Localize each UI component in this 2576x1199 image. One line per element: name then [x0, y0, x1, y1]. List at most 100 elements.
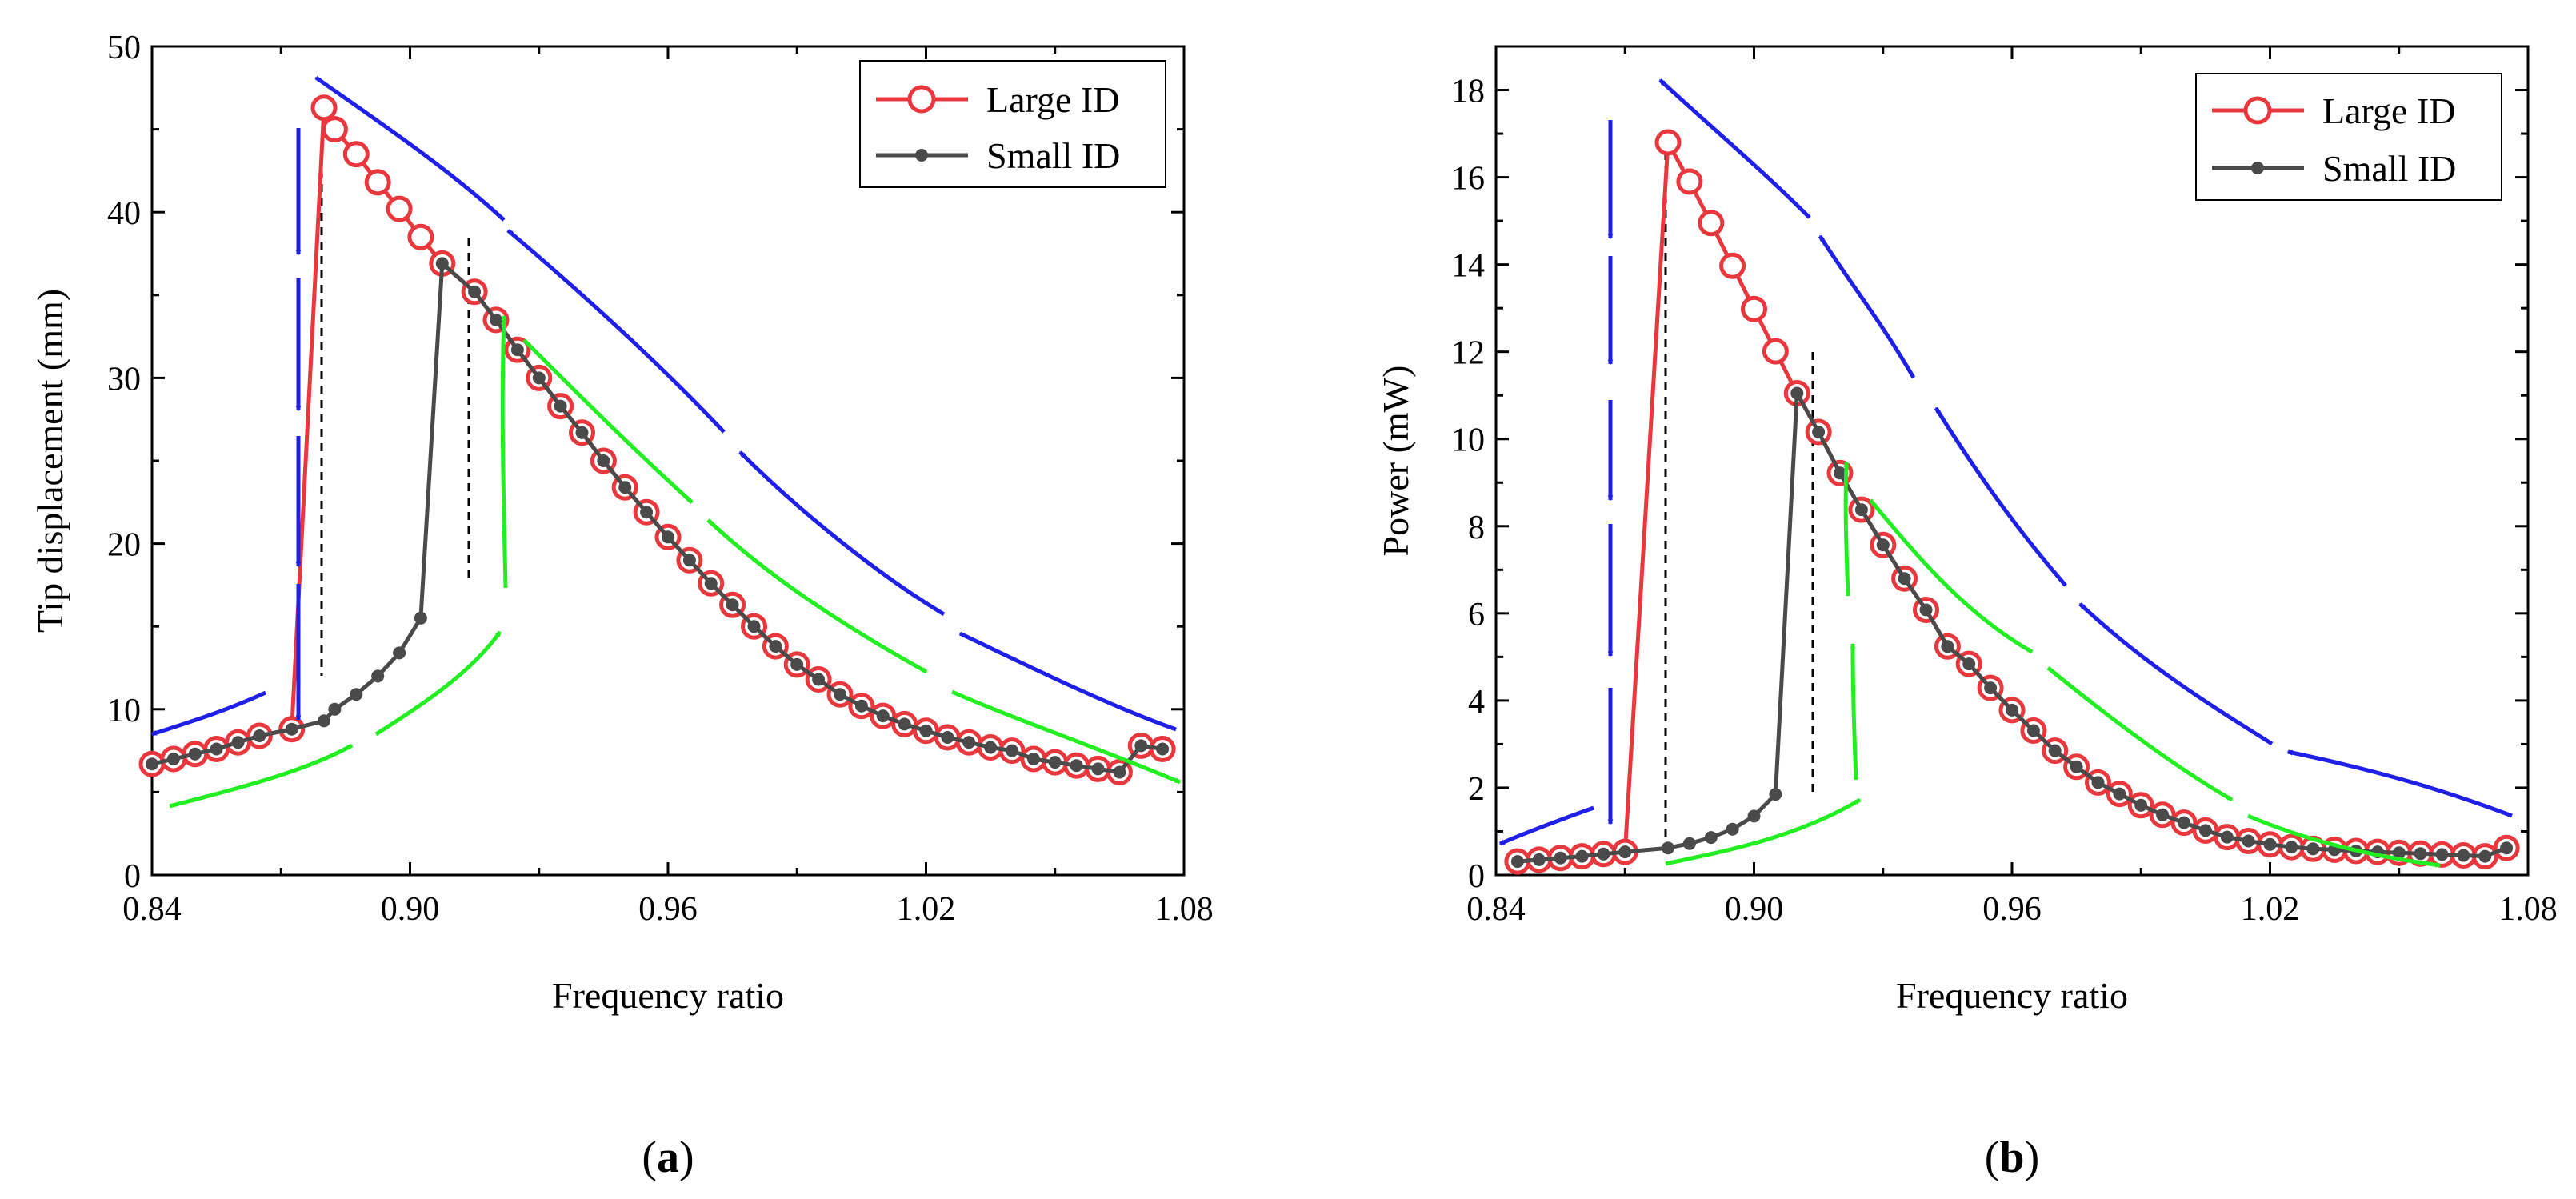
y-tick-label: 30 [107, 361, 141, 398]
x-tick-label: 0.84 [122, 891, 182, 928]
small-id-point [854, 699, 868, 713]
up-sweep-arrow [2046, 666, 2234, 802]
series-group [1504, 129, 2520, 875]
small-id-point [1854, 503, 1868, 517]
small-id-point [747, 620, 761, 633]
small-id-point [2414, 847, 2427, 861]
down-sweep-arrow [506, 229, 726, 434]
up-sweep-arrow [522, 338, 694, 504]
x-tick-label: 1.08 [1154, 891, 1214, 928]
small-id-point [1769, 788, 1782, 801]
panel-label-a: (a) [642, 1133, 694, 1182]
y-tick-label: 20 [107, 527, 141, 564]
y-tick-label: 14 [1451, 248, 1485, 285]
small-id-point [231, 736, 245, 749]
small-id-point [554, 399, 567, 413]
small-id-point [285, 722, 298, 736]
y-tick-label: 12 [1451, 335, 1485, 372]
large-id-point [1719, 252, 1746, 279]
small-id-point [1048, 756, 1062, 769]
large-id-series-line [151, 106, 1163, 774]
large-id-point [342, 141, 370, 168]
small-id-point [2134, 798, 2148, 812]
up-sweep-arrow [2247, 813, 2442, 868]
small-id-point [1812, 426, 1826, 438]
small-id-point [371, 669, 385, 683]
small-id-point [328, 702, 342, 716]
small-id-point [1618, 845, 1632, 859]
small-id-point [812, 673, 826, 686]
y-tick-label: 0 [1468, 858, 1485, 895]
y-axis-label: Tip displacement (mm) [30, 289, 70, 633]
small-id-point [704, 577, 718, 590]
x-axis-label: Frequency ratio [1896, 975, 2128, 1016]
up-sweep-arrow [1665, 797, 1862, 866]
small-id-point [1006, 744, 1018, 757]
x-tick-label: 0.90 [1725, 891, 1784, 928]
panel-label-paren-close: ) [2025, 1133, 2040, 1182]
small-id-point [1726, 822, 1739, 836]
panel-label-letter: a [657, 1133, 679, 1182]
down-sweep-arrows [1498, 78, 2513, 846]
small-id-point [618, 481, 632, 494]
large-id-point [407, 223, 434, 250]
y-tick-label: 18 [1451, 74, 1485, 110]
large-id-point [386, 195, 413, 222]
small-id-point [2263, 837, 2277, 851]
axis-ticks: 0.84 0.90 0.96 1.02 1.08 0 10 20 30 40 50 [107, 30, 1214, 928]
small-id-point [2500, 841, 2514, 855]
y-tick-label: 10 [1451, 422, 1485, 459]
legend: Large ID Small ID [2195, 73, 2502, 201]
large-id-point [1762, 338, 1789, 365]
y-axis-label: Power (mW) [1375, 366, 1416, 557]
down-sweep-arrow [1658, 78, 1811, 219]
small-id-point [1134, 739, 1148, 753]
y-tick-label: 2 [1468, 771, 1485, 808]
panel-label-letter: b [1999, 1133, 2024, 1182]
legend-small-id-marker [915, 149, 928, 162]
small-id-point [2156, 808, 2170, 821]
small-id-point [876, 709, 890, 723]
legend-box [2195, 73, 2502, 201]
panel-label-paren-open: ( [642, 1133, 657, 1182]
small-id-point [941, 731, 954, 744]
small-id-point [2478, 849, 2492, 863]
small-id-point [2457, 849, 2470, 862]
small-id-point [898, 717, 911, 731]
small-id-point [790, 657, 804, 671]
small-id-point [490, 313, 502, 326]
small-id-series-line [1517, 391, 2508, 864]
down-sweep-arrow [2286, 749, 2513, 818]
y-tick-label: 6 [1468, 597, 1485, 633]
small-id-point [2026, 724, 2040, 737]
small-id-point [662, 530, 674, 544]
x-tick-label: 0.84 [1466, 891, 1526, 928]
small-id-point [834, 688, 846, 701]
large-id-point [364, 169, 391, 196]
up-sweep-arrows [169, 314, 1182, 809]
y-tick-label: 10 [107, 693, 141, 729]
down-sweep-arrow [314, 75, 506, 222]
small-id-point [682, 554, 696, 567]
x-tick-label: 1.02 [2241, 891, 2300, 928]
small-id-point [532, 371, 546, 385]
small-id-point [2006, 703, 2018, 717]
up-sweep-arrow [374, 630, 502, 737]
small-id-point [318, 714, 330, 728]
x-axis-label: Frequency ratio [552, 975, 784, 1016]
small-id-point [393, 646, 406, 660]
small-id-point [769, 640, 782, 653]
small-id-point [435, 257, 449, 270]
down-sweep-arrow [2078, 602, 2274, 746]
small-id-point [166, 753, 180, 765]
y-tick-label: 16 [1451, 161, 1485, 198]
small-id-point [726, 598, 739, 612]
up-sweep-arrow [169, 743, 354, 809]
small-id-point [2048, 744, 2062, 757]
legend-small-id: Small ID [986, 135, 1120, 176]
small-id-point [1554, 851, 1567, 865]
small-id-point [1662, 841, 1674, 855]
up-sweep-arrow [706, 518, 928, 674]
down-sweep-arrows [150, 75, 1177, 737]
